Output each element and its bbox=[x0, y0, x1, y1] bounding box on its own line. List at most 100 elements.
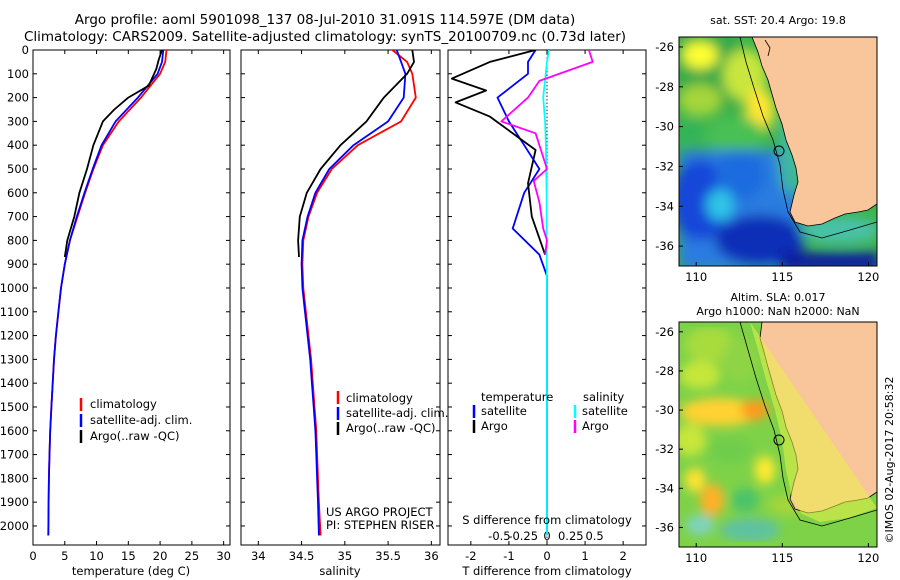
series-line-satellite bbox=[542, 50, 550, 536]
sst-map-panel: sat. SST: 20.4 Argo: 19.8 bbox=[655, 14, 879, 284]
s-diff-tick-label: -0.5 bbox=[488, 529, 510, 543]
temperature-xlabel: temperature (deg C) bbox=[72, 564, 190, 578]
lat-tick-label: -32 bbox=[655, 442, 674, 456]
lat-tick-label: -28 bbox=[655, 364, 674, 378]
sst-field bbox=[679, 37, 877, 266]
depth-tick-label: 1200 bbox=[0, 329, 29, 343]
legend-title-salinity: salinity bbox=[583, 390, 624, 404]
sst-map-frame bbox=[678, 36, 878, 267]
depth-tick-label: 300 bbox=[7, 114, 29, 128]
lon-tick-label: 120 bbox=[857, 270, 879, 284]
x-tick-label: 30 bbox=[216, 549, 231, 563]
s-diff-tick-label: 0 bbox=[543, 529, 550, 543]
salinity-axes-frame bbox=[240, 49, 441, 546]
sst-landmass bbox=[751, 37, 877, 227]
series-line-argo bbox=[450, 50, 546, 255]
legend-label-t-satellite: satellite bbox=[481, 404, 527, 418]
x-tick-label: 5 bbox=[61, 549, 68, 563]
legend-label-satellite: satellite-adj. clim. bbox=[90, 413, 192, 427]
figure-title-line2: Climatology: CARS2009. Satellite-adjuste… bbox=[23, 29, 627, 45]
depth-tick-label: 400 bbox=[7, 138, 29, 152]
lon-tick-label: 110 bbox=[685, 270, 707, 284]
temperature-x-axis: 0 5 10 15 20 25 30 bbox=[29, 50, 231, 563]
difference-lines bbox=[450, 50, 594, 536]
sla-isobath bbox=[739, 322, 877, 527]
s-difference-label: S difference from climatology bbox=[462, 513, 632, 527]
sst-island-outline bbox=[764, 39, 771, 57]
x-tick-label: 20 bbox=[153, 549, 168, 563]
depth-tick-label: 1500 bbox=[0, 400, 29, 414]
depth-tick-label: 500 bbox=[7, 162, 29, 176]
difference-y-ticks bbox=[448, 49, 646, 527]
s-diff-tick-label: -0.25 bbox=[508, 529, 538, 543]
lat-tick-label: -36 bbox=[655, 520, 674, 534]
series-line-argo-raw-qc- bbox=[297, 50, 415, 258]
temperature-axes-frame bbox=[32, 49, 231, 546]
salinity-xlabel: salinity bbox=[319, 564, 360, 578]
t-difference-xlabel: T difference from climatology bbox=[461, 564, 632, 578]
sst-map-title: sat. SST: 20.4 Argo: 19.8 bbox=[710, 14, 846, 27]
x-tick-label: -1 bbox=[503, 549, 514, 563]
legend-label-s-satellite: satellite bbox=[582, 404, 628, 418]
depth-tick-label: 800 bbox=[7, 233, 29, 247]
legend-label-satellite: satellite-adj. clim. bbox=[346, 406, 448, 420]
depth-tick-label: 1800 bbox=[0, 471, 29, 485]
salinity-legend: climatology satellite-adj. clim. Argo(..… bbox=[336, 391, 448, 435]
x-tick-label: 0 bbox=[543, 549, 550, 563]
s-diff-tick-label: 0.5 bbox=[585, 529, 603, 543]
sla-field bbox=[679, 327, 808, 542]
x-tick-label: 15 bbox=[121, 549, 136, 563]
series-line-argo bbox=[500, 50, 594, 255]
x-tick-label: 0 bbox=[29, 549, 36, 563]
depth-tick-label: 1700 bbox=[0, 448, 29, 462]
lat-tick-label: -26 bbox=[655, 325, 674, 339]
sla-map-axes: 110 115 120 -26 -28 -30 -32 -34 -36 bbox=[655, 325, 879, 565]
temperature-panel: 0100200300400500600700800900100011001200… bbox=[0, 43, 231, 578]
difference-x-axis: -2 -1 0 1 2 -0.5-0.25 0 0.25 0.5 bbox=[465, 50, 627, 563]
figure-title-line1: Argo profile: aoml 5901098_137 08-Jul-20… bbox=[74, 12, 576, 28]
x-tick-label: 25 bbox=[185, 549, 200, 563]
depth-tick-label: 1100 bbox=[0, 305, 29, 319]
lat-tick-label: -30 bbox=[655, 120, 674, 134]
lon-tick-label: 120 bbox=[857, 551, 879, 565]
x-tick-label: 35.5 bbox=[375, 549, 401, 563]
x-tick-label: -2 bbox=[465, 549, 476, 563]
sst-argo-float-marker bbox=[773, 145, 785, 157]
difference-panel: -2 -1 0 1 2 -0.5-0.25 0 0.25 0.5 T difference fr… bbox=[447, 49, 647, 578]
lat-tick-label: -36 bbox=[655, 239, 674, 253]
depth-tick-label: 0 bbox=[22, 43, 29, 57]
depth-tick-label: 700 bbox=[7, 210, 29, 224]
legend-label-t-argo: Argo bbox=[481, 419, 508, 433]
depth-tick-label: 600 bbox=[7, 186, 29, 200]
sla-map-panel: Altim. SLA: 0.017 Argo h1000: NaN h2000:… bbox=[655, 291, 879, 565]
temperature-lines bbox=[47, 50, 168, 536]
salinity-lines bbox=[297, 50, 417, 536]
lon-tick-label: 115 bbox=[771, 270, 793, 284]
legend-label-climatology: climatology bbox=[90, 397, 157, 411]
salinity-x-axis: 34 34.5 35 35.5 36 bbox=[251, 50, 439, 563]
lat-tick-label: -26 bbox=[655, 40, 674, 54]
sla-argo-float-marker bbox=[773, 434, 785, 446]
depth-tick-label: 1600 bbox=[0, 424, 29, 438]
sla-map-frame bbox=[678, 321, 878, 548]
x-tick-label: 34.5 bbox=[289, 549, 315, 563]
legend-label-s-argo: Argo bbox=[582, 419, 609, 433]
series-line-satellite-adj-clim- bbox=[300, 50, 407, 536]
salinity-y-ticks bbox=[241, 49, 440, 527]
depth-tick-label: 100 bbox=[7, 67, 29, 81]
series-line-argo-raw-qc- bbox=[63, 50, 163, 258]
lat-tick-label: -28 bbox=[655, 80, 674, 94]
depth-tick-label: 2000 bbox=[0, 519, 29, 533]
depth-tick-label: 1900 bbox=[0, 495, 29, 509]
lat-tick-label: -32 bbox=[655, 159, 674, 173]
depth-tick-label: 1000 bbox=[0, 281, 29, 295]
s-diff-tick-label: 0.25 bbox=[558, 529, 584, 543]
temperature-legend: climatology satellite-adj. clim. Argo(..… bbox=[79, 397, 192, 443]
lat-tick-label: -34 bbox=[655, 199, 674, 213]
depth-tick-label: 900 bbox=[7, 257, 29, 271]
x-tick-label: 34 bbox=[251, 549, 266, 563]
x-tick-label: 10 bbox=[89, 549, 104, 563]
lat-tick-label: -34 bbox=[655, 481, 674, 495]
